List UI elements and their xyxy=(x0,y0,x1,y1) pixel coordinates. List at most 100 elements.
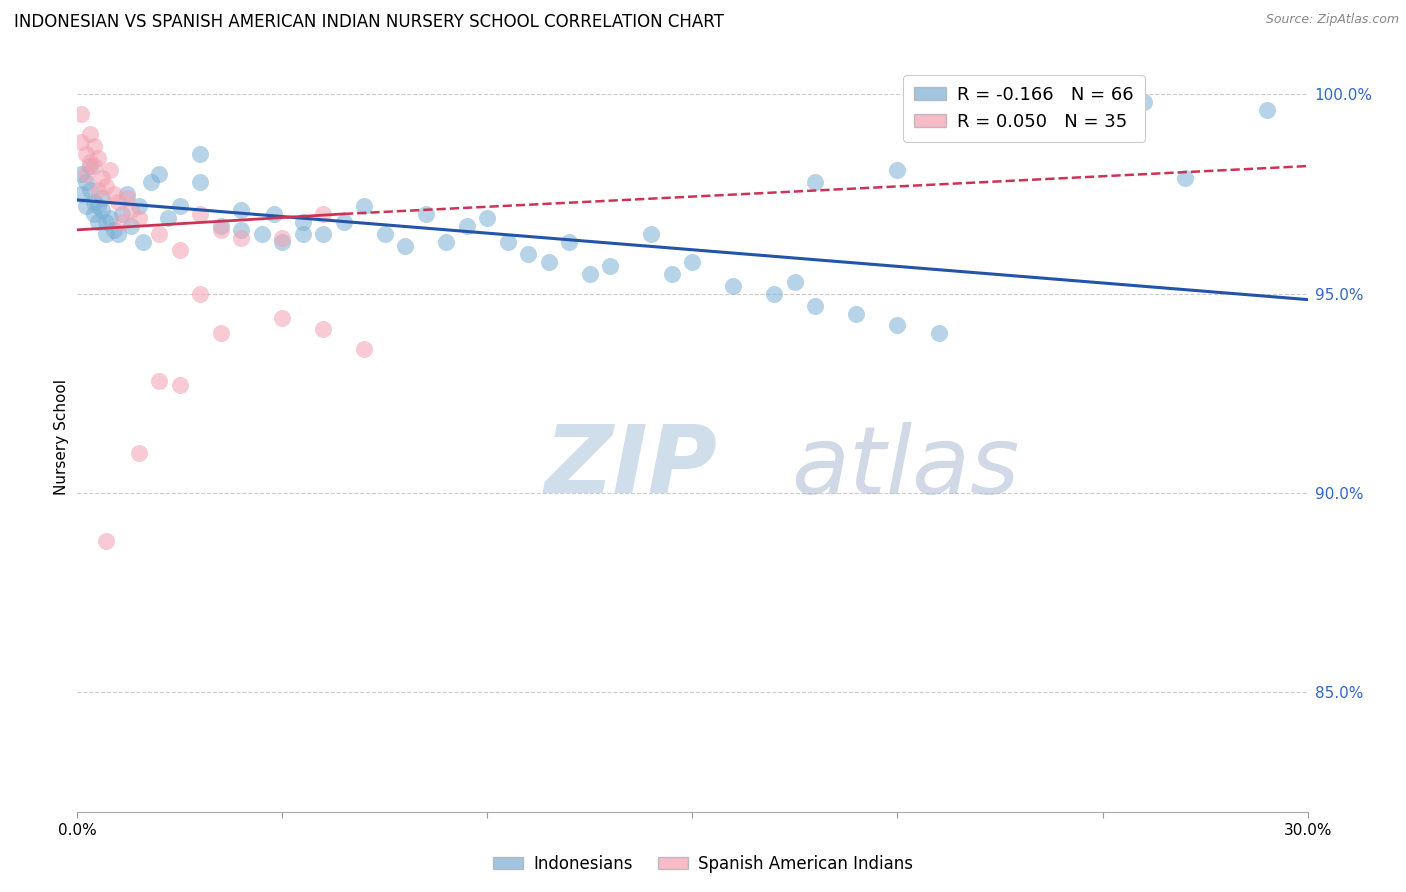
Text: Source: ZipAtlas.com: Source: ZipAtlas.com xyxy=(1265,13,1399,27)
Point xyxy=(128,211,150,225)
Point xyxy=(90,171,114,186)
Legend: R = -0.166   N = 66, R = 0.050   N = 35: R = -0.166 N = 66, R = 0.050 N = 35 xyxy=(903,75,1144,142)
Point xyxy=(271,310,294,325)
Point xyxy=(79,155,101,169)
Y-axis label: Nursery School: Nursery School xyxy=(53,379,69,495)
Point xyxy=(90,202,114,217)
Point xyxy=(169,243,191,257)
Point xyxy=(231,223,253,237)
Point xyxy=(75,199,97,213)
Point xyxy=(804,175,827,189)
Point xyxy=(120,219,142,233)
Point xyxy=(353,199,375,213)
Point xyxy=(477,211,499,225)
Point xyxy=(115,186,138,201)
Point xyxy=(120,202,142,217)
Point xyxy=(271,231,294,245)
Point xyxy=(374,227,396,241)
Point xyxy=(537,254,560,268)
Point xyxy=(83,207,105,221)
Point xyxy=(353,343,375,357)
Point xyxy=(75,167,97,181)
Point xyxy=(107,194,129,209)
Point xyxy=(115,191,138,205)
Point xyxy=(75,147,97,161)
Point xyxy=(263,207,285,221)
Point xyxy=(87,215,110,229)
Point xyxy=(640,227,662,241)
Point xyxy=(70,107,93,121)
Point xyxy=(250,227,273,241)
Point xyxy=(723,278,745,293)
Point xyxy=(111,207,134,221)
Point xyxy=(394,239,416,253)
Point xyxy=(845,306,868,320)
Point xyxy=(312,207,335,221)
Text: ZIP: ZIP xyxy=(546,421,717,513)
Point xyxy=(79,183,101,197)
Point xyxy=(83,139,105,153)
Point xyxy=(599,259,621,273)
Point xyxy=(886,318,908,333)
Point xyxy=(188,286,212,301)
Point xyxy=(231,231,253,245)
Point xyxy=(661,267,683,281)
Point xyxy=(517,246,540,260)
Point xyxy=(94,215,117,229)
Point xyxy=(928,326,950,341)
Point xyxy=(209,326,232,341)
Point xyxy=(128,199,150,213)
Point xyxy=(169,199,191,213)
Point xyxy=(1256,103,1278,118)
Point xyxy=(188,175,212,189)
Point xyxy=(87,199,110,213)
Point xyxy=(128,446,150,460)
Point xyxy=(111,215,134,229)
Point xyxy=(188,207,212,221)
Point xyxy=(231,202,253,217)
Point xyxy=(94,227,117,241)
Point xyxy=(98,163,121,178)
Point xyxy=(333,215,356,229)
Point xyxy=(169,378,191,392)
Point xyxy=(90,191,114,205)
Point xyxy=(456,219,478,233)
Point xyxy=(94,533,117,548)
Point xyxy=(763,286,786,301)
Point xyxy=(107,227,129,241)
Point xyxy=(75,175,97,189)
Point xyxy=(496,235,519,249)
Point xyxy=(87,183,110,197)
Point xyxy=(79,159,101,173)
Point xyxy=(415,207,437,221)
Point xyxy=(312,322,335,336)
Point xyxy=(209,223,232,237)
Point xyxy=(70,167,93,181)
Point xyxy=(886,163,908,178)
Point xyxy=(70,135,93,149)
Point xyxy=(291,227,314,241)
Point xyxy=(103,186,125,201)
Point xyxy=(682,254,704,268)
Point xyxy=(83,194,105,209)
Point xyxy=(804,299,827,313)
Point xyxy=(98,211,121,225)
Point xyxy=(83,159,105,173)
Text: INDONESIAN VS SPANISH AMERICAN INDIAN NURSERY SCHOOL CORRELATION CHART: INDONESIAN VS SPANISH AMERICAN INDIAN NU… xyxy=(14,13,724,31)
Point xyxy=(783,275,806,289)
Point xyxy=(148,374,170,388)
Point xyxy=(312,227,335,241)
Point xyxy=(148,227,170,241)
Point xyxy=(148,167,170,181)
Point xyxy=(156,211,179,225)
Point xyxy=(141,175,163,189)
Point xyxy=(94,179,117,194)
Legend: Indonesians, Spanish American Indians: Indonesians, Spanish American Indians xyxy=(486,848,920,880)
Point xyxy=(132,235,155,249)
Point xyxy=(579,267,602,281)
Point xyxy=(436,235,458,249)
Point xyxy=(87,151,110,165)
Point xyxy=(271,235,294,249)
Point xyxy=(291,215,314,229)
Point xyxy=(103,223,125,237)
